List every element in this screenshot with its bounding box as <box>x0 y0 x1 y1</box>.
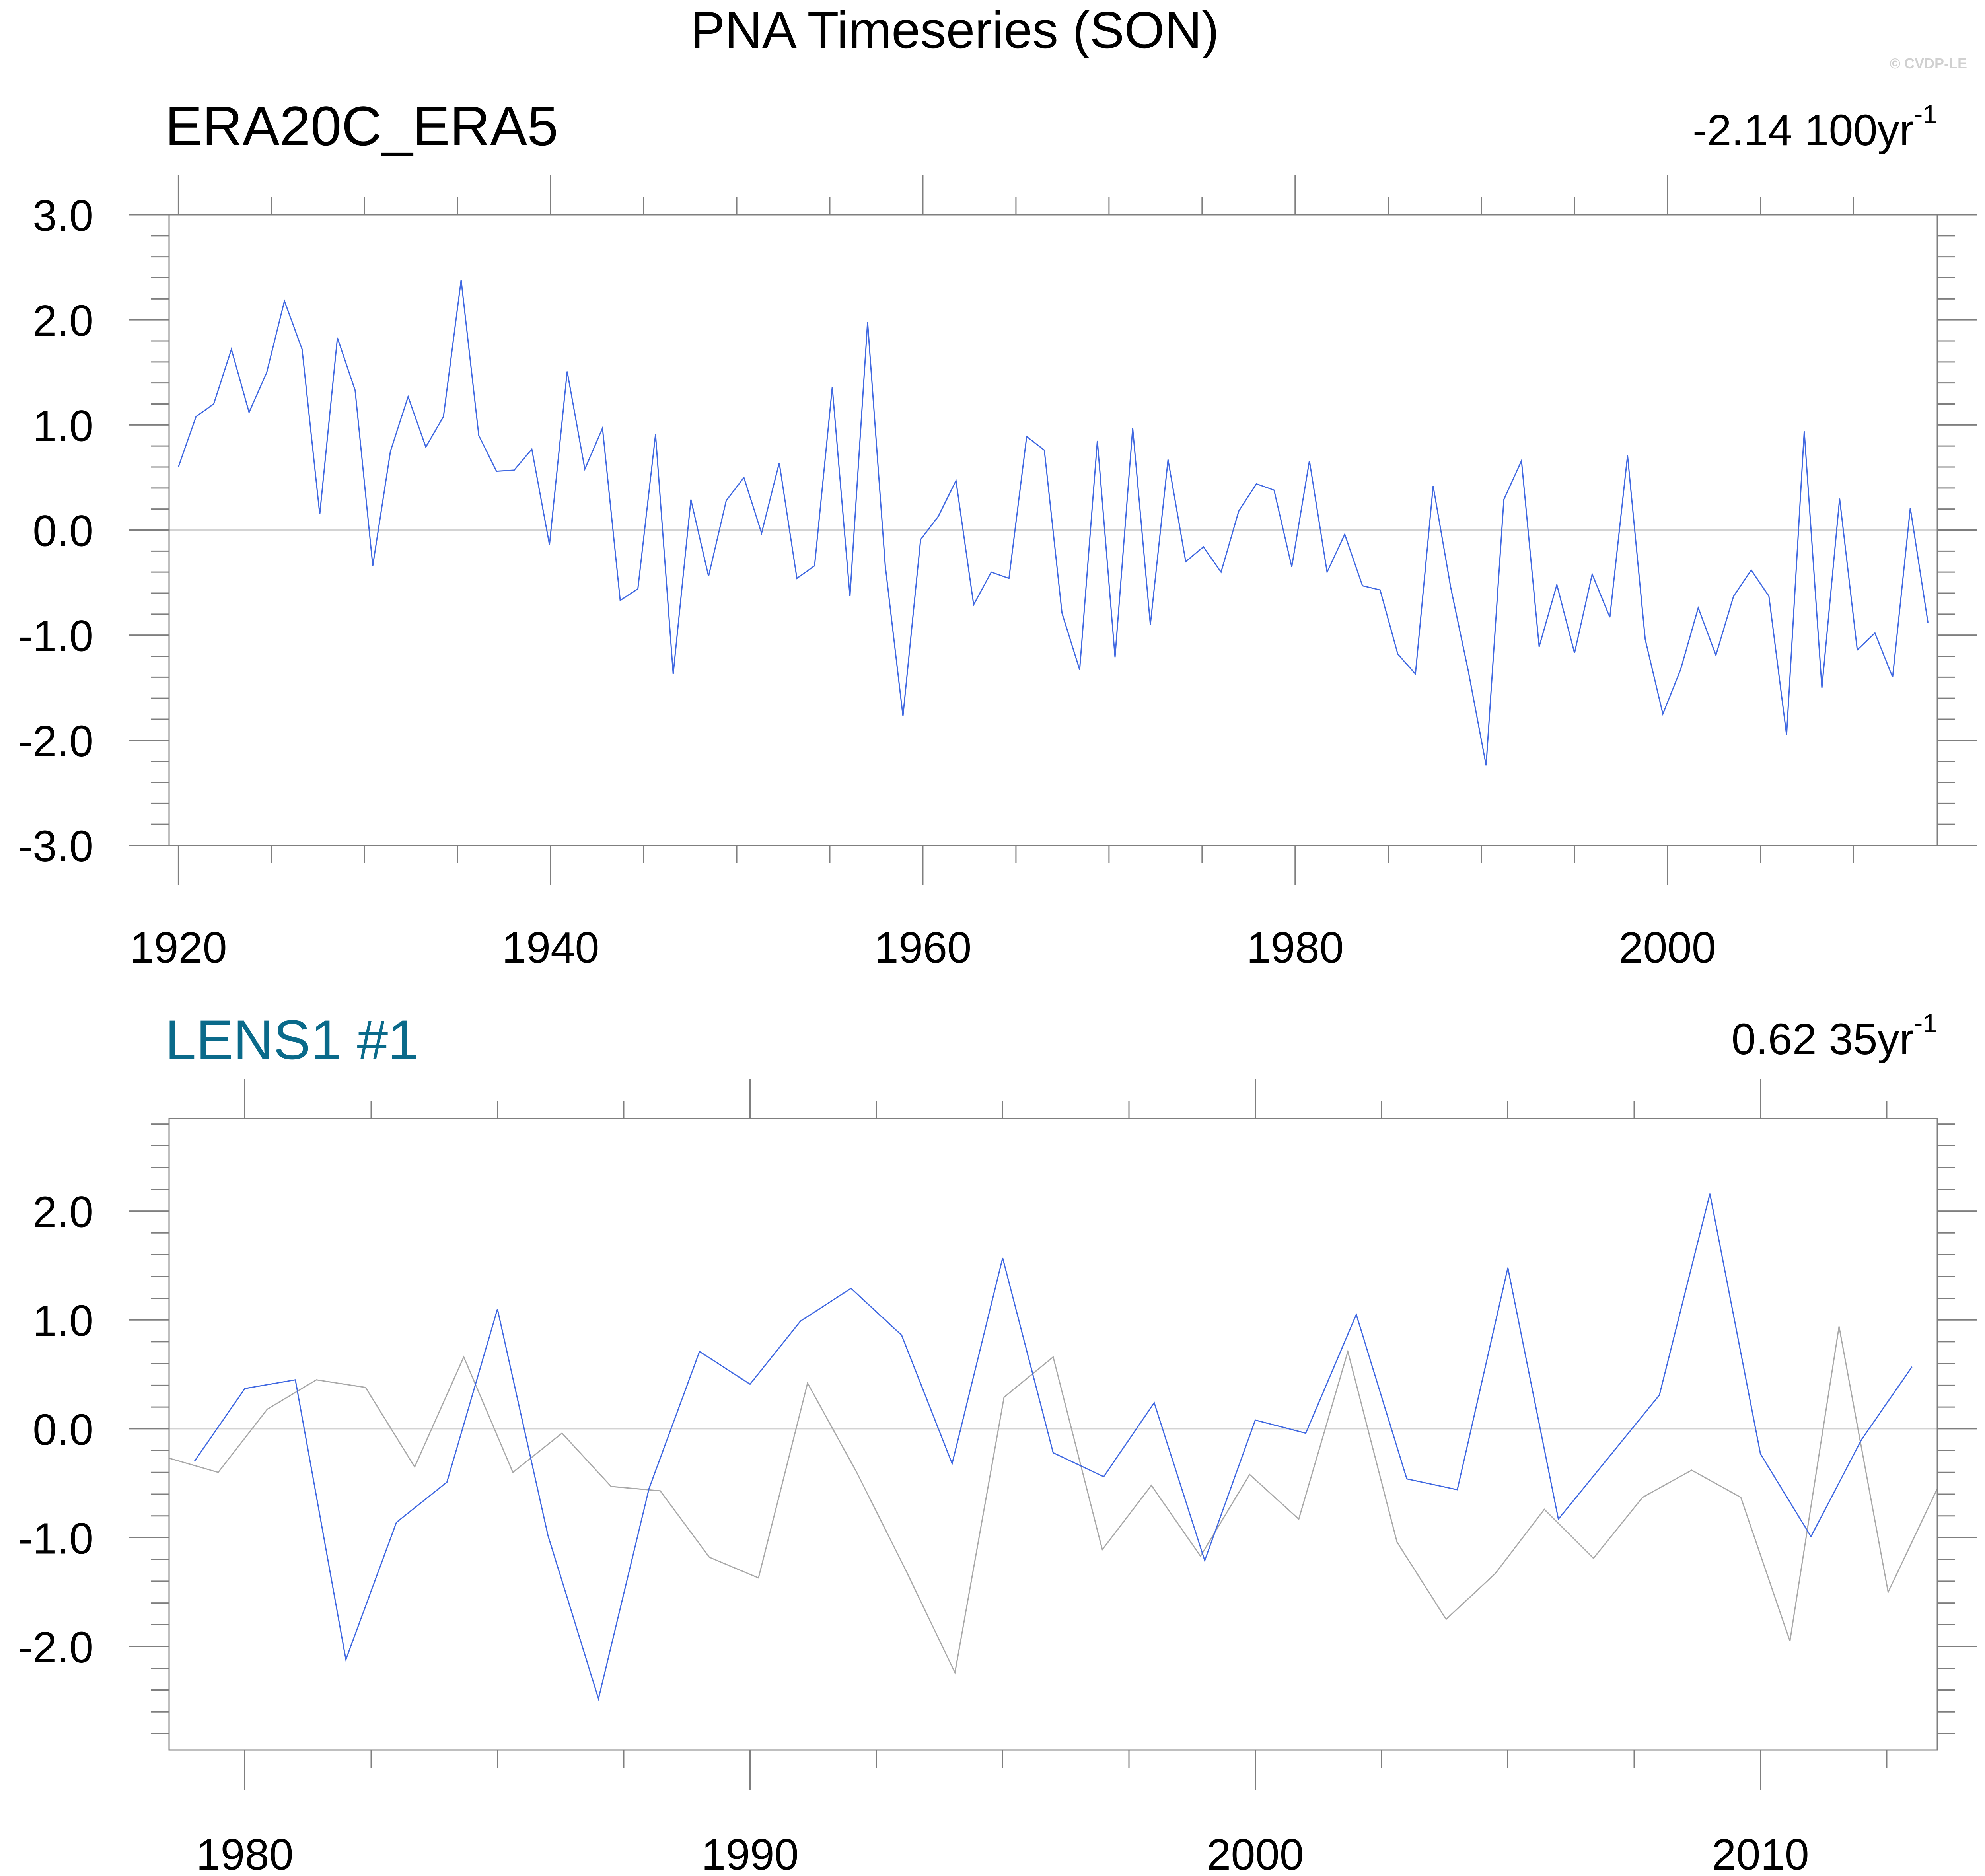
lens1-panel: LENS1 #1 0.62 35yr-1 1980 1990 2000 2010 2.0… <box>18 1008 1977 1876</box>
y-tick-label: -2.0 <box>18 1623 93 1672</box>
y-tick-label: 2.0 <box>33 296 93 345</box>
trend-value: -2.14 100yr <box>1693 106 1914 155</box>
y-tick-label: 2.0 <box>33 1188 93 1237</box>
x-tick-label: 1980 <box>196 1830 294 1876</box>
x-tick-label: 2000 <box>1619 923 1716 972</box>
trend-label: -2.14 100yr-1 <box>1693 99 1937 155</box>
y-tick-label: -1.0 <box>18 612 93 661</box>
x-tick-label: 2000 <box>1207 1830 1304 1876</box>
trend-exponent: -1 <box>1914 1008 1937 1038</box>
trend-exponent: -1 <box>1914 99 1937 129</box>
x-tick-label: 2010 <box>1712 1830 1809 1876</box>
watermark: © CVDP-LE <box>1890 55 1967 72</box>
trend-label: 0.62 35yr-1 <box>1732 1008 1937 1064</box>
main-title: PNA Timeseries (SON) <box>690 1 1219 59</box>
x-tick-label: 1990 <box>701 1830 799 1876</box>
y-tick-label: 0.0 <box>33 1405 93 1454</box>
x-tick-label: 1940 <box>502 923 599 972</box>
y-tick-label: 1.0 <box>33 401 93 450</box>
y-tick-label: -2.0 <box>18 717 93 766</box>
x-tick-label: 1920 <box>130 923 227 972</box>
panel-title: LENS1 #1 <box>165 1008 419 1071</box>
y-tick-label: 3.0 <box>33 191 93 240</box>
era20c-era5-panel: ERA20C_ERA5 -2.14 100yr-1 1920 1940 1960 19… <box>18 95 1977 972</box>
x-tick-label: 1960 <box>874 923 972 972</box>
reference-series-line <box>169 1326 1938 1675</box>
y-tick-label: 0.0 <box>33 507 93 556</box>
x-tick-label: 1980 <box>1246 923 1344 972</box>
panel-title: ERA20C_ERA5 <box>165 95 558 157</box>
plot-frame <box>168 1118 1938 1751</box>
y-tick-label: 1.0 <box>33 1296 93 1345</box>
trend-value: 0.62 35yr <box>1732 1015 1914 1064</box>
series-line <box>194 1193 1913 1701</box>
series-line <box>177 280 1929 766</box>
plot-frame <box>168 214 1938 846</box>
y-tick-label: -1.0 <box>18 1514 93 1563</box>
y-tick-label: -3.0 <box>18 822 93 871</box>
